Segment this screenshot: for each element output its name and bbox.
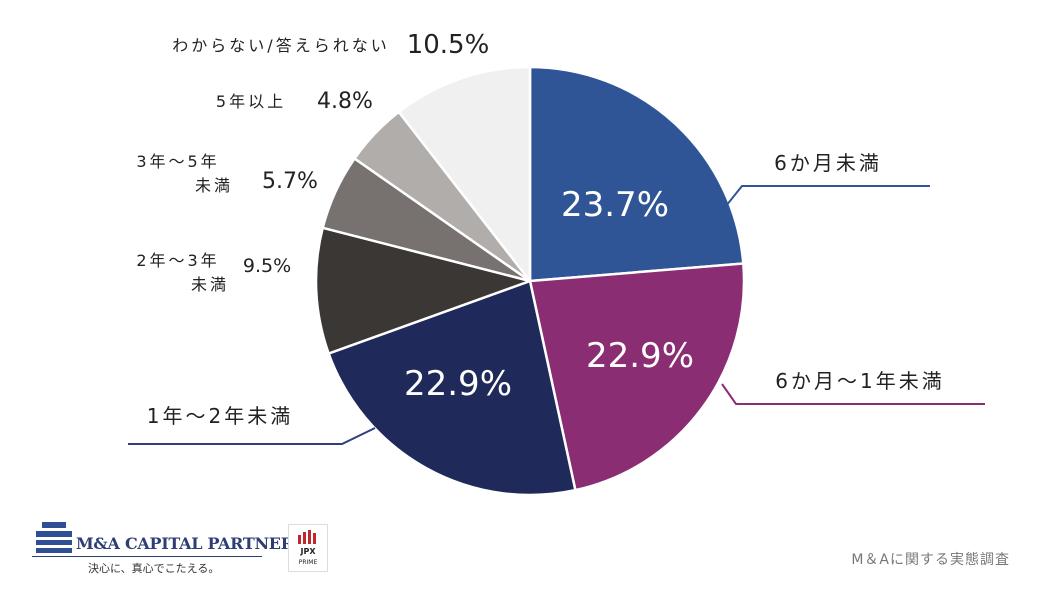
slice-2-value-label: 22.9% (404, 364, 512, 404)
slice-5-label: 5年以上 (216, 92, 286, 111)
slice-5-value-label: 4.8% (317, 89, 373, 114)
slice-6-value-label: 10.5% (407, 30, 490, 60)
slice-6-label: わからない/答えられない (172, 36, 389, 55)
slice-0 (528, 65, 745, 283)
slice-0-leader-line (725, 185, 930, 207)
logo-mark-icon (32, 522, 74, 556)
logo-name: M&A CAPITAL PARTNERS (76, 534, 305, 553)
slice-1-leader-line (721, 383, 985, 405)
slice-3-label-line-1: 未満 (191, 275, 229, 294)
slice-1 (528, 262, 746, 492)
slice-6 (397, 65, 532, 285)
slice-0-label: 6か月未満 (774, 151, 882, 175)
slice-1-value-label: 22.9% (586, 336, 694, 376)
slice-4-label-line-1: 未満 (195, 176, 233, 195)
slice-0-value-label: 23.7% (561, 185, 669, 225)
slice-1-label: 6か月～1年未満 (775, 369, 944, 393)
slice-2 (327, 279, 577, 497)
source-caption: M＆Aに関する実態調査 (851, 552, 1010, 568)
logo-tagline: 決心に、真心でこたえる。 (88, 562, 220, 575)
slice-2-label: 1年～2年未満 (147, 404, 293, 428)
logo-divider (32, 556, 262, 557)
slice-3-value-label: 9.5% (243, 255, 291, 277)
company-logo: M&A CAPITAL PARTNERS 決心に、真心でこたえる。 (32, 520, 305, 580)
prime-label: PRIME (298, 559, 318, 566)
slice-2-leader-line (128, 427, 376, 445)
jpx-mark-icon (298, 530, 318, 544)
slice-4-label-line-0: 3年～5年 (136, 152, 219, 171)
jpx-label: JPX (300, 547, 316, 556)
jpx-prime-badge: JPX PRIME (288, 524, 328, 572)
slice-3 (314, 226, 535, 356)
slice-3-label-line-0: 2年～3年 (136, 251, 219, 270)
slice-4-value-label: 5.7% (262, 169, 318, 194)
